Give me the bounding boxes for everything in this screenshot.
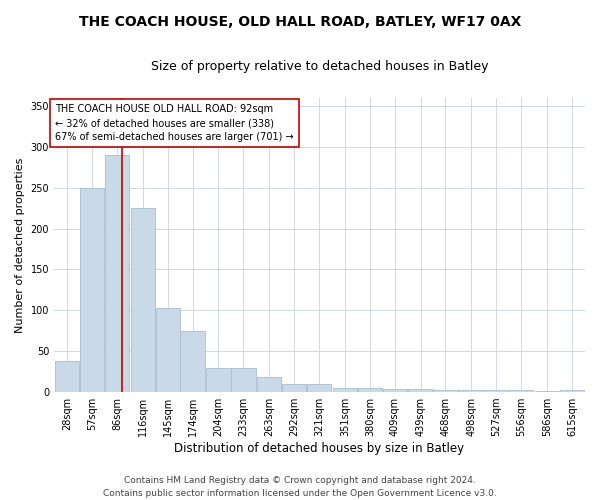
Bar xyxy=(282,384,307,392)
Bar xyxy=(459,390,484,392)
Bar xyxy=(206,368,231,392)
Bar xyxy=(80,188,104,392)
Bar xyxy=(105,155,129,392)
Bar xyxy=(409,389,433,392)
Y-axis label: Number of detached properties: Number of detached properties xyxy=(15,157,25,332)
Bar xyxy=(155,308,180,392)
Bar xyxy=(257,378,281,392)
Bar xyxy=(383,389,407,392)
Bar xyxy=(484,390,508,392)
Bar xyxy=(307,384,331,392)
Text: THE COACH HOUSE OLD HALL ROAD: 92sqm
← 32% of detached houses are smaller (338)
: THE COACH HOUSE OLD HALL ROAD: 92sqm ← 3… xyxy=(55,104,294,142)
Bar xyxy=(358,388,382,392)
Text: THE COACH HOUSE, OLD HALL ROAD, BATLEY, WF17 0AX: THE COACH HOUSE, OLD HALL ROAD, BATLEY, … xyxy=(79,15,521,29)
X-axis label: Distribution of detached houses by size in Batley: Distribution of detached houses by size … xyxy=(175,442,464,455)
Bar xyxy=(231,368,256,392)
Bar xyxy=(55,361,79,392)
Bar xyxy=(131,208,155,392)
Bar xyxy=(332,388,357,392)
Text: Contains HM Land Registry data © Crown copyright and database right 2024.
Contai: Contains HM Land Registry data © Crown c… xyxy=(103,476,497,498)
Bar xyxy=(509,390,533,392)
Bar xyxy=(181,331,205,392)
Bar xyxy=(560,390,584,392)
Bar xyxy=(433,390,458,392)
Title: Size of property relative to detached houses in Batley: Size of property relative to detached ho… xyxy=(151,60,488,73)
